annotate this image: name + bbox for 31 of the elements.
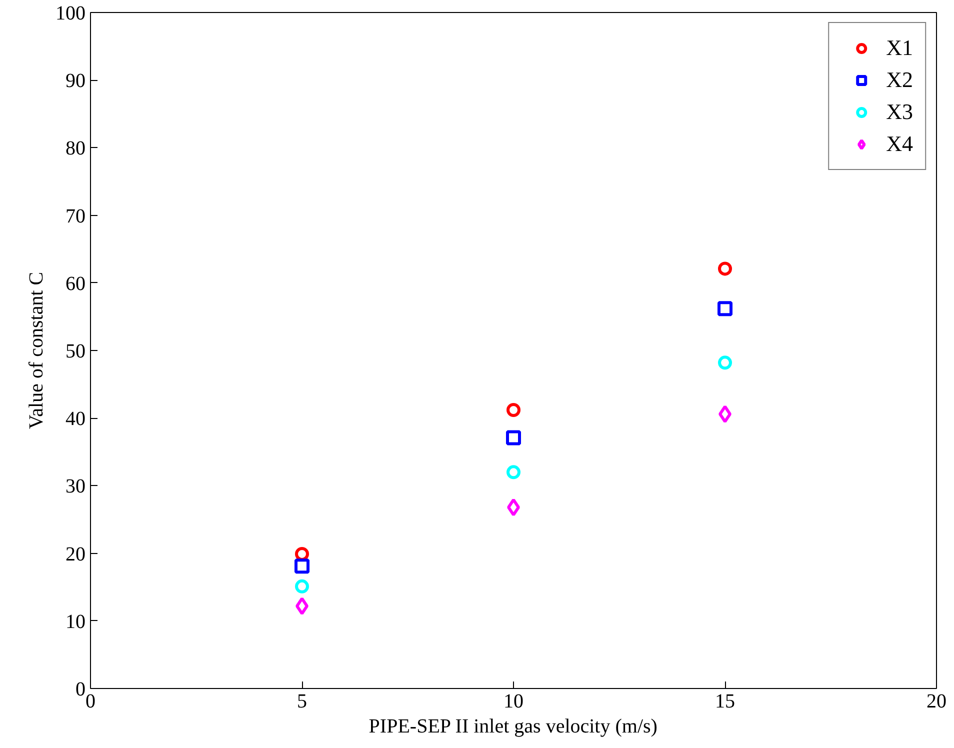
y-tick-label: 20 [66,543,86,566]
legend-label: X1 [886,35,913,61]
y-tick-label: 10 [66,610,86,633]
y-axis-title: Value of constant C [26,272,48,430]
x-tick-label: 5 [297,690,307,712]
point [506,430,521,446]
x-tick-label: 15 [715,690,735,712]
point [718,262,732,276]
y-tick-label: 30 [66,476,86,498]
point [506,403,520,417]
y-tick-label: 40 [66,408,86,430]
point [295,579,309,594]
point [506,465,520,480]
y-tick-label: 90 [66,70,86,92]
y-tick-label: 50 [66,340,86,362]
y-tick-label: 100 [56,2,86,24]
legend-label: X2 [886,67,913,93]
x-axis-title: PIPE-SEP II inlet gas velocity (m/s) [368,716,658,738]
x-tick-label: 20 [926,690,946,712]
y-tick-label: 80 [66,138,86,160]
point [507,498,520,516]
legend-label: X4 [886,131,913,157]
x-tick-label: 10 [504,690,524,712]
point [718,356,732,370]
point [296,597,308,616]
point [294,558,310,574]
y-tick-label: 60 [66,272,86,295]
y-tick-label: 70 [66,205,86,228]
point [718,301,732,316]
point [718,405,732,424]
legend-label: X3 [886,99,913,125]
